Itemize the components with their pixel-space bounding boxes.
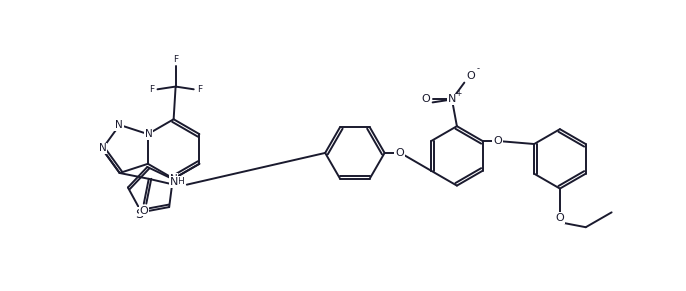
Text: S: S bbox=[135, 208, 143, 221]
Text: O: O bbox=[421, 95, 430, 104]
Text: N: N bbox=[115, 120, 123, 130]
Text: O: O bbox=[139, 205, 148, 216]
Text: N: N bbox=[145, 129, 152, 139]
Text: O: O bbox=[395, 148, 404, 158]
Text: F: F bbox=[197, 85, 202, 94]
Text: +: + bbox=[456, 89, 462, 98]
Text: O: O bbox=[466, 71, 475, 81]
Text: O: O bbox=[556, 213, 565, 223]
Text: H: H bbox=[178, 177, 185, 186]
Text: F: F bbox=[173, 55, 178, 64]
Text: N: N bbox=[448, 95, 456, 104]
Text: N: N bbox=[169, 174, 178, 184]
Text: O: O bbox=[493, 136, 502, 146]
Text: N: N bbox=[99, 143, 106, 153]
Text: -: - bbox=[477, 64, 480, 73]
Text: F: F bbox=[149, 85, 154, 94]
Text: N: N bbox=[169, 177, 178, 187]
